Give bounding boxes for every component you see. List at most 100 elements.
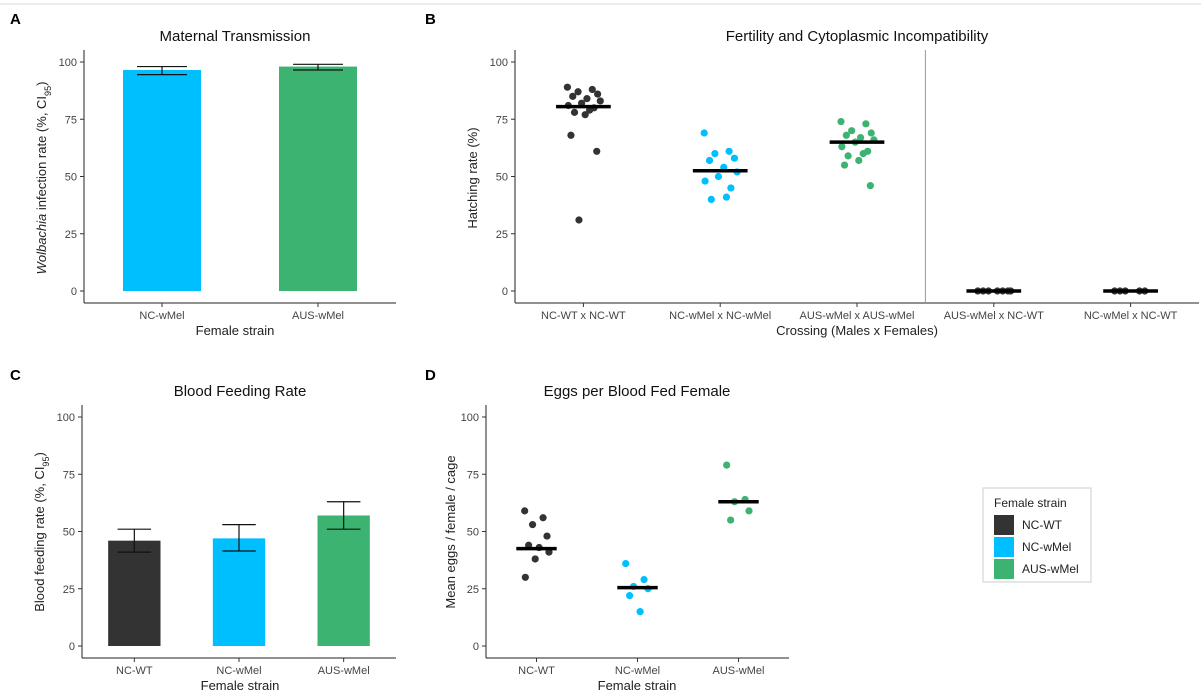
- x-tick-label: AUS-wMel: [318, 665, 370, 677]
- data-point: [730, 154, 739, 162]
- data-point: [727, 516, 735, 524]
- y-tick-label: 75: [467, 469, 479, 481]
- data-point: [539, 514, 547, 522]
- data-point: [567, 131, 575, 139]
- bar: [108, 540, 161, 646]
- panel-letter-a: A: [10, 11, 21, 28]
- data-point: [837, 117, 845, 126]
- data-point: [575, 216, 583, 224]
- panel-b-ylabel: Hatching rate (%): [465, 127, 480, 228]
- data-point: [842, 131, 850, 139]
- panel-a-plot: 0 25 50 75 100 NC-wMel AUS-wMel: [59, 50, 396, 322]
- legend-label: NC-WT: [1022, 518, 1063, 532]
- data-point: [722, 193, 731, 201]
- data-point: [593, 147, 601, 155]
- data-point: [707, 195, 715, 203]
- y-tick-label: 50: [467, 527, 479, 539]
- data-point: [705, 156, 714, 165]
- x-tick-label: AUS-wMel: [713, 665, 765, 677]
- data-point: [574, 88, 582, 96]
- panel-letter-b: B: [425, 11, 436, 28]
- data-point: [838, 143, 846, 151]
- panel-d-title: Eggs per Blood Fed Female: [544, 383, 731, 400]
- data-point: [583, 95, 591, 103]
- data-point: [855, 156, 863, 165]
- data-point: [867, 129, 875, 137]
- bar: [317, 515, 370, 646]
- x-tick-label: AUS-wMel: [292, 310, 344, 322]
- y-tick-label: 25: [63, 584, 75, 596]
- data-point: [636, 608, 644, 616]
- y-tick-label: 75: [63, 469, 75, 481]
- panel-d: D Eggs per Blood Fed Female Female strai…: [425, 367, 789, 693]
- panel-d-plot: 0 25 50 75 100 NC-WT NC-wMel AUS-wMel: [461, 405, 789, 677]
- data-point: [543, 532, 551, 540]
- y-tick-label: 25: [467, 584, 479, 596]
- data-point: [727, 184, 735, 192]
- data-point: [640, 575, 648, 584]
- data-point: [725, 147, 733, 155]
- data-point: [594, 90, 602, 98]
- data-point: [844, 152, 852, 160]
- panel-b-title: Fertility and Cytoplasmic Incompatibilit…: [726, 28, 989, 45]
- data-point: [626, 592, 634, 600]
- legend-swatch: [994, 537, 1014, 557]
- data-point: [521, 507, 529, 515]
- data-point: [745, 507, 753, 515]
- y-tick-label: 50: [63, 527, 75, 539]
- data-point: [714, 172, 723, 181]
- data-point: [701, 177, 709, 185]
- data-point: [596, 97, 604, 105]
- y-tick-label: 100: [59, 57, 77, 69]
- panel-a-xlabel: Female strain: [196, 323, 275, 338]
- y-tick-label: 100: [57, 412, 75, 424]
- panel-letter-d: D: [425, 367, 436, 384]
- legend-label: AUS-wMel: [1022, 562, 1079, 576]
- bar: [212, 538, 266, 646]
- x-tick-label: NC-WT x NC-WT: [541, 310, 626, 322]
- x-tick-label: AUS-wMel x NC-WT: [944, 310, 1044, 322]
- y-tick-label: 75: [65, 114, 77, 126]
- data-point: [531, 555, 539, 563]
- panel-c-ylabel: Blood feeding rate (%, CI95): [32, 452, 51, 612]
- y-tick-label: 50: [65, 172, 77, 184]
- data-point: [856, 133, 865, 142]
- panel-a: A Maternal Transmission Female strain Wo…: [10, 11, 396, 338]
- x-tick-label: NC-WT: [518, 665, 555, 677]
- y-tick-label: 0: [502, 286, 508, 298]
- data-point: [840, 161, 849, 169]
- y-tick-label: 0: [473, 641, 479, 653]
- bar: [279, 66, 357, 291]
- panel-d-xlabel: Female strain: [598, 678, 677, 693]
- data-point: [859, 150, 867, 158]
- panel-c-plot: 0 25 50 75 100 NC-WT NC-wMel AUS-wMel: [57, 405, 396, 677]
- data-point: [569, 92, 577, 100]
- panel-b-xlabel: Crossing (Males x Females): [776, 323, 938, 338]
- data-point: [581, 111, 589, 119]
- panel-c: C Blood Feeding Rate Female strain Blood…: [10, 367, 396, 693]
- data-point: [711, 150, 719, 158]
- data-point: [521, 573, 529, 581]
- bar: [123, 70, 201, 291]
- data-point: [588, 85, 596, 94]
- panel-d-ylabel: Mean eggs / female / cage: [443, 455, 458, 608]
- y-tick-label: 0: [71, 286, 77, 298]
- x-tick-label: NC-wMel x NC-WT: [1084, 310, 1178, 322]
- panel-a-title: Maternal Transmission: [160, 28, 311, 45]
- x-tick-label: NC-WT: [116, 665, 153, 677]
- legend-swatch: [994, 515, 1014, 535]
- panel-a-ylabel: Wolbachia infection rate (%, CI95): [34, 82, 53, 275]
- panel-letter-c: C: [10, 367, 21, 384]
- x-tick-label: NC-wMel: [139, 310, 184, 322]
- data-point: [848, 127, 856, 135]
- legend-swatch: [994, 559, 1014, 579]
- panel-c-title: Blood Feeding Rate: [174, 383, 307, 400]
- legend-label: NC-wMel: [1022, 540, 1071, 554]
- data-point: [528, 521, 537, 529]
- panel-c-xlabel: Female strain: [201, 678, 280, 693]
- x-tick-label: NC-wMel: [216, 665, 261, 677]
- y-tick-label: 100: [461, 412, 479, 424]
- y-tick-label: 100: [490, 57, 508, 69]
- panel-b-plot: 0 25 50 75 100 NC-WT x NC-WT NC-wMel x NC-wMel…: [490, 50, 1199, 322]
